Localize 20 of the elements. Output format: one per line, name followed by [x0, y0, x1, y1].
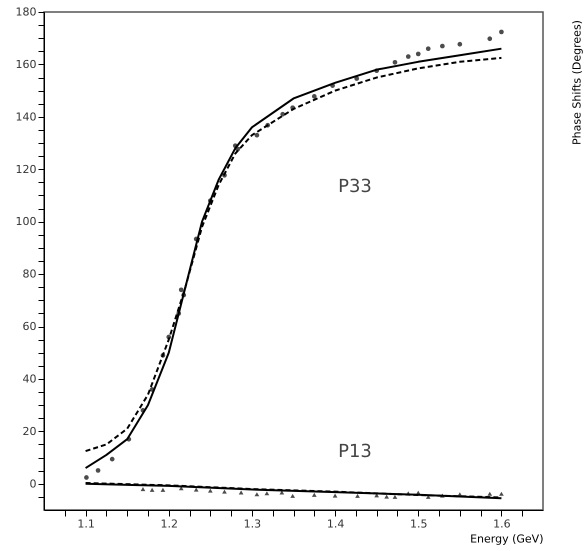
y-tick-label: 0 — [30, 477, 36, 490]
x-tick-label: 1.3 — [244, 518, 262, 530]
y-tick-label: 160 — [16, 58, 36, 71]
y-tick-label: 120 — [16, 162, 36, 176]
annotation: P33 — [338, 176, 372, 197]
x-axis-title: Energy (GeV) — [470, 532, 544, 546]
y-tick-label: 140 — [16, 110, 36, 124]
annotation: P13 — [338, 441, 372, 462]
x-tick-label: 1.4 — [326, 518, 344, 530]
y-tick-label: 20 — [22, 424, 36, 438]
y-tick-label: 80 — [22, 268, 36, 281]
x-tick-label: 1.2 — [160, 518, 178, 530]
x-tick-label: 1.6 — [493, 518, 511, 530]
y-tick-label: 180 — [16, 6, 36, 18]
x-tick-label: 1.5 — [410, 518, 428, 530]
y-tick-label: 60 — [22, 320, 36, 334]
y-axis-title: Phase Shifts (Degrees) — [570, 20, 584, 145]
y-tick-label: 100 — [16, 215, 36, 228]
x-tick-label: 1.1 — [77, 518, 95, 530]
y-tick-label: 40 — [22, 372, 36, 386]
